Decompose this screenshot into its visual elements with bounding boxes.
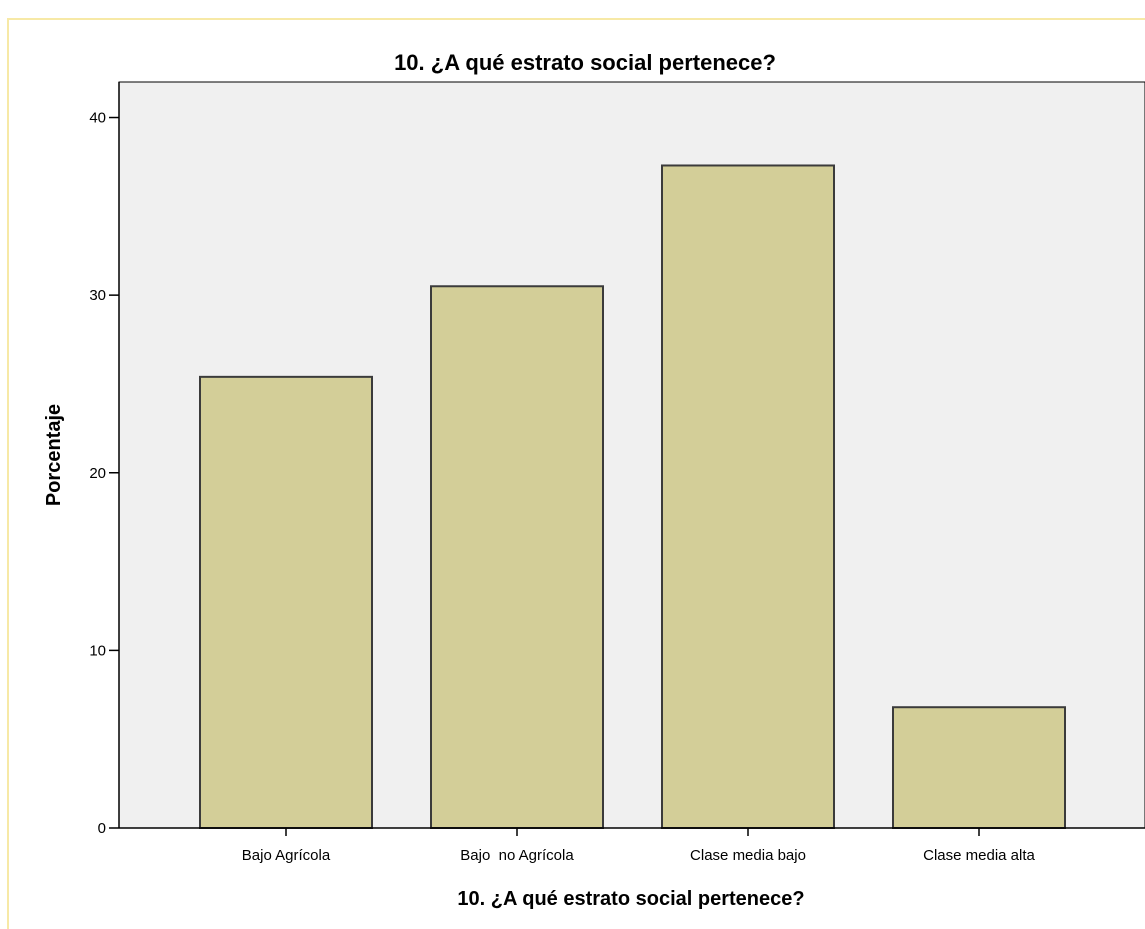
x-tick-label: Bajo no Agrícola: [460, 847, 574, 864]
x-tick-label: Bajo Agrícola: [242, 847, 331, 864]
y-tick-label: 30: [89, 287, 106, 304]
bar-2: [430, 285, 604, 829]
bar-3: [661, 164, 835, 829]
bars: [199, 164, 1066, 830]
bar-4: [892, 706, 1066, 830]
y-tick-label: 20: [89, 465, 106, 482]
y-axis-title: Porcentaje: [43, 404, 65, 506]
y-tick-label: 0: [98, 820, 106, 837]
x-axis-title: 10. ¿A qué estrato social pertenece?: [457, 888, 804, 910]
y-axis-ticks: 0 10 20 30 40: [89, 110, 119, 837]
y-tick-label: 40: [89, 110, 106, 127]
x-axis-ticks: Bajo Agrícola Bajo no Agrícola Clase media…: [242, 828, 1036, 864]
chart-title: 10. ¿A qué estrato social pertenece?: [394, 50, 776, 75]
y-tick-label: 10: [89, 642, 106, 659]
x-tick-label: Clase media alta: [923, 847, 1035, 864]
bar-1: [199, 375, 373, 829]
x-tick-label: Clase media bajo: [690, 847, 806, 864]
